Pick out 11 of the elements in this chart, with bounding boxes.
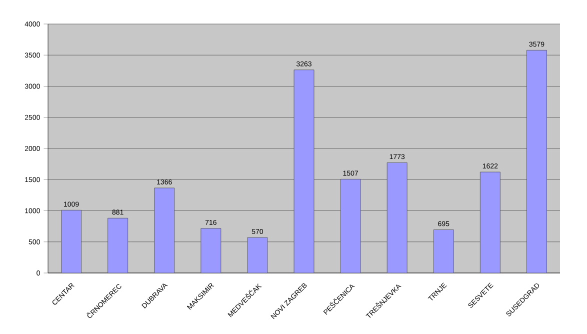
bar	[200, 228, 222, 273]
bar	[526, 50, 547, 273]
bar	[61, 210, 82, 273]
bar	[386, 162, 408, 273]
bar	[433, 230, 454, 273]
bar	[247, 237, 268, 273]
bar	[108, 218, 128, 273]
bar	[154, 188, 175, 273]
bar	[294, 70, 314, 273]
bar	[340, 178, 361, 273]
bar	[480, 172, 500, 273]
